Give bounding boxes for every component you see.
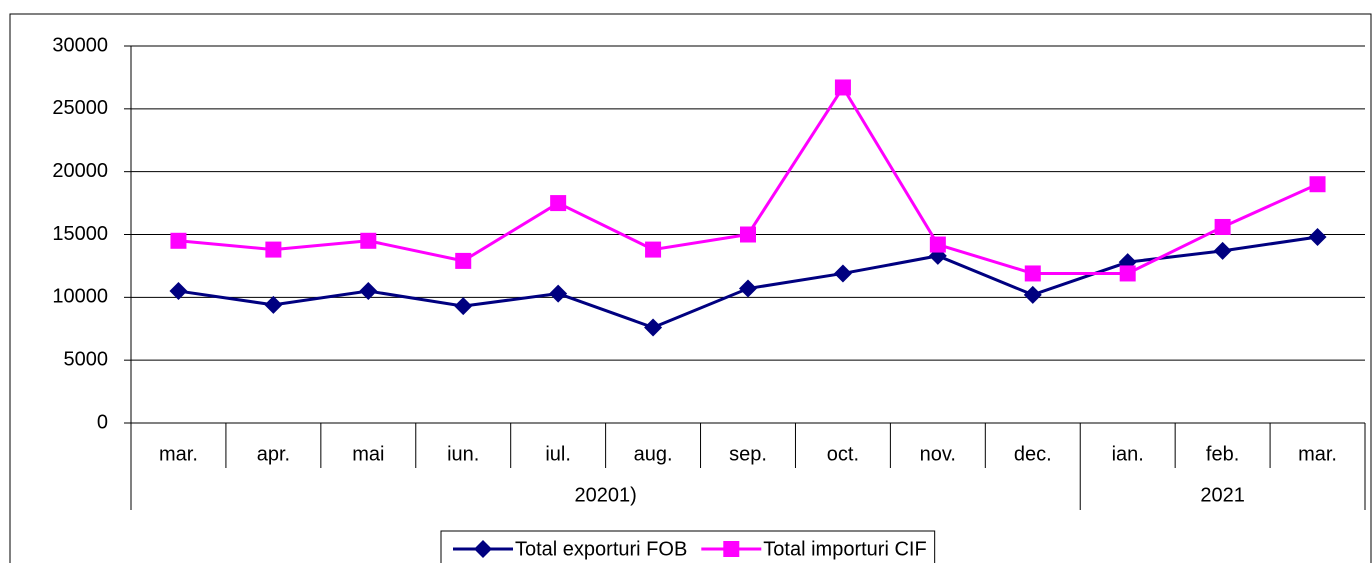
legend-box [440, 530, 936, 563]
y-tick-label: 5000 [64, 348, 109, 370]
y-tick-label: 15000 [52, 223, 108, 245]
marker [740, 226, 756, 243]
marker [359, 282, 378, 301]
x-tick-label: aug. [634, 443, 673, 465]
x-tick-label: apr. [257, 443, 290, 465]
legend-label: Total importuri CIF [763, 538, 926, 560]
marker [265, 241, 282, 258]
marker [1023, 285, 1042, 304]
marker [834, 79, 851, 96]
marker [169, 282, 188, 301]
y-tick-label: 30000 [52, 34, 108, 56]
x-tick-label: nov. [920, 443, 956, 465]
marker [929, 236, 946, 253]
marker [1214, 218, 1231, 235]
x-tick-label: sep. [729, 443, 767, 465]
x-tick-label: mar. [159, 443, 198, 465]
group-label: 2021 [1200, 484, 1245, 506]
y-tick-label: 10000 [52, 286, 108, 308]
x-tick-label: feb. [1206, 443, 1239, 465]
marker [264, 295, 283, 314]
marker [474, 540, 492, 558]
x-tick-label: mai [352, 443, 384, 465]
marker [549, 284, 568, 303]
x-tick-label: mar. [1298, 443, 1337, 465]
marker [1308, 228, 1327, 247]
marker [454, 297, 473, 316]
x-tick-label: iul. [545, 443, 571, 465]
marker [723, 541, 740, 557]
marker [170, 232, 187, 249]
marker [1213, 241, 1232, 260]
x-tick-label: oct. [827, 443, 859, 465]
x-tick-label: dec. [1014, 443, 1052, 465]
marker [360, 232, 377, 249]
y-tick-label: 20000 [52, 160, 108, 182]
group-label: 20201) [574, 484, 636, 506]
marker [550, 195, 567, 212]
chart-border [9, 13, 1372, 563]
legend: Total exporturi FOB Total importuri CIF [440, 530, 936, 563]
marker [1119, 265, 1136, 282]
marker [739, 279, 757, 298]
legend-label: Total exporturi FOB [515, 538, 687, 560]
marker [1309, 176, 1326, 193]
marker [645, 241, 662, 258]
y-tick-label: 0 [97, 411, 108, 433]
x-tick-label: iun. [447, 443, 479, 465]
y-tick-label: 25000 [52, 97, 108, 119]
x-tick-label: ian. [1112, 443, 1144, 465]
marker [644, 318, 663, 337]
marker [833, 264, 852, 283]
marker [455, 252, 472, 269]
marker [1024, 265, 1041, 282]
